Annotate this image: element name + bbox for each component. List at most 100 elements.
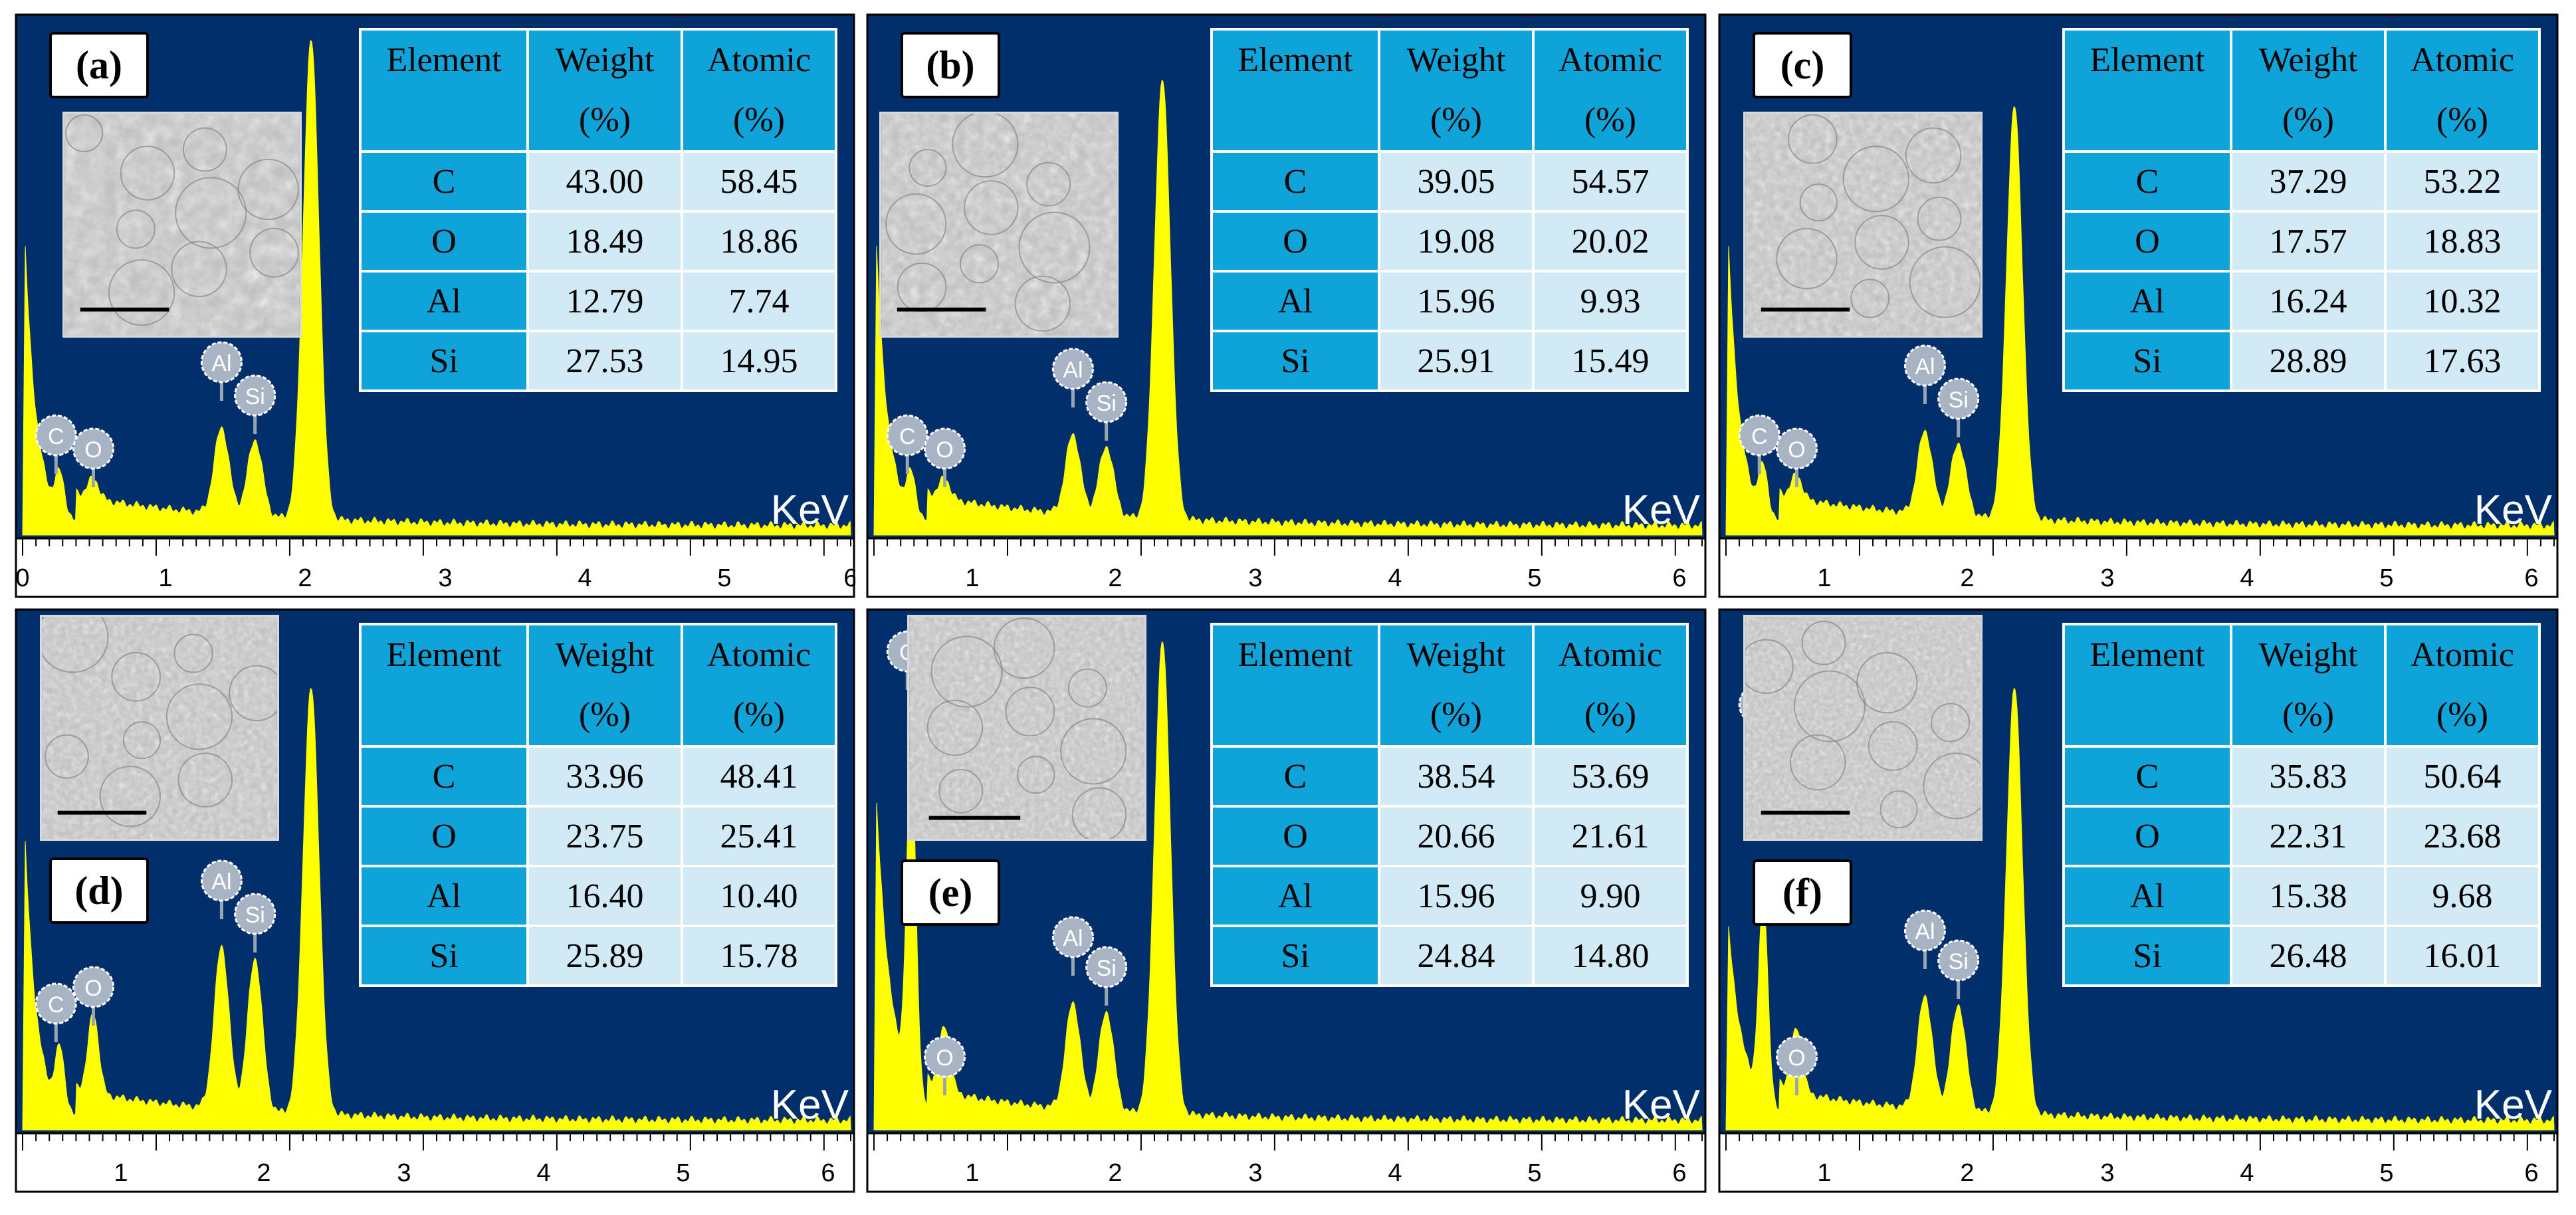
eds-panel: 0 1 2 3 4 5 6 KeV C O Al Si (a) Element Weight (%) Atomi… — [15, 13, 855, 598]
peak-label: O — [936, 1046, 953, 1071]
x-tick-label: 1 — [965, 564, 979, 592]
cell-weight: 35.83 — [2232, 748, 2384, 805]
cell-weight: 26.48 — [2232, 927, 2384, 984]
cell-weight: 38.54 — [1380, 748, 1532, 805]
x-tick-label: 2 — [1108, 564, 1122, 592]
cell-element: C — [362, 153, 526, 210]
header-atomic-label: Atomic — [2411, 636, 2514, 674]
spectrum-area — [873, 79, 1703, 536]
table-row: Si 26.48 16.01 — [2065, 927, 2538, 984]
peak-marker-si: Si — [234, 893, 276, 952]
axis-strip — [1718, 537, 2559, 598]
peak-label: C — [48, 992, 64, 1018]
table-row: O 18.49 18.86 — [362, 213, 835, 270]
header-atomic-label: Atomic — [2411, 41, 2514, 79]
spectrum-area — [873, 641, 1703, 1131]
x-axis-unit: KeV — [771, 487, 849, 533]
x-tick-label: 6 — [843, 564, 855, 592]
header-weight: Weight (%) — [529, 31, 681, 150]
cell-atomic: 15.49 — [1535, 332, 1686, 389]
peak-label: Al — [1063, 926, 1083, 951]
peak-marker-si: Si — [234, 374, 276, 434]
cell-element: O — [1213, 808, 1378, 865]
panel-label: (d) — [49, 857, 149, 924]
panel-label: (a) — [49, 32, 149, 98]
x-tick-label: 1 — [965, 1159, 979, 1187]
x-tick-label: 4 — [2240, 564, 2254, 592]
peak-marker-al: Al — [200, 341, 243, 401]
x-tick-label: 3 — [2100, 564, 2114, 592]
header-atomic-label: Atomic — [1558, 636, 1662, 674]
axis-strip — [15, 1132, 855, 1193]
header-element-label: Element — [386, 636, 502, 674]
x-tick-label: 6 — [821, 1159, 835, 1187]
cell-weight: 24.84 — [1380, 927, 1532, 984]
cell-atomic: 53.22 — [2387, 153, 2538, 210]
cell-weight: 33.96 — [529, 748, 681, 805]
x-tick-label: 4 — [1388, 564, 1402, 592]
spectrum-area — [1725, 106, 2555, 536]
cell-element: C — [2065, 748, 2230, 805]
peak-label: Al — [211, 869, 231, 895]
cell-weight: 37.29 — [2232, 153, 2384, 210]
eds-panel: 123456KeVCOAlSi(f)ElementWeight(%)Atomic… — [1718, 608, 2559, 1193]
axis-strip — [15, 537, 855, 598]
table-row: Si 24.84 14.80 — [1213, 927, 1686, 984]
cell-element: Si — [362, 332, 526, 389]
x-axis-unit: KeV — [2474, 487, 2553, 533]
peak-label: O — [84, 976, 102, 1001]
cell-atomic: 50.64 — [2387, 748, 2538, 805]
cell-element: Al — [362, 273, 526, 330]
header-atomic: Atomic (%) — [1535, 625, 1686, 745]
spectrum-area — [22, 39, 851, 536]
x-tick-label: 4 — [578, 564, 591, 592]
table-row: C 43.00 58.45 — [362, 153, 835, 210]
sem-micrograph — [879, 112, 1119, 338]
cell-element: O — [2065, 213, 2230, 270]
cell-atomic: 16.01 — [2387, 927, 2538, 984]
eds-panel: 1 2 3 4 5 6 KeV C O Al Si (d) Element Weight (%) Atomic… — [15, 608, 855, 1193]
cell-atomic: 48.41 — [683, 748, 835, 805]
x-tick-label: 1 — [1817, 564, 1831, 592]
peak-label: Si — [1949, 949, 1969, 974]
header-element: Element — [2065, 625, 2230, 745]
cell-atomic: 9.68 — [2387, 867, 2538, 925]
x-tick-label: 5 — [1527, 1159, 1541, 1187]
header-weight: Weight (%) — [2232, 31, 2384, 150]
header-weight-label: Weight — [555, 636, 655, 674]
cell-atomic: 15.78 — [683, 927, 835, 984]
x-tick-label: 2 — [1108, 1159, 1122, 1187]
header-weight-label: Weight — [2258, 636, 2358, 674]
header-unit: (%) — [2436, 696, 2488, 734]
peak-label: O — [84, 437, 102, 463]
x-tick-label: 5 — [2379, 1159, 2393, 1187]
table-row: O 23.75 25.41 — [362, 808, 835, 865]
peak-marker-al: Al — [1903, 344, 1946, 404]
header-unit: (%) — [1430, 101, 1482, 139]
x-tick-label: 5 — [2379, 564, 2393, 592]
header-atomic: Atomic (%) — [2387, 625, 2538, 745]
table-row: C 38.54 53.69 — [1213, 748, 1686, 805]
header-unit: (%) — [579, 101, 631, 139]
header-weight: Weight (%) — [529, 625, 681, 745]
peak-label: Al — [1915, 354, 1935, 380]
cell-atomic: 7.74 — [683, 273, 835, 330]
peak-label: Si — [245, 384, 265, 409]
cell-weight: 15.96 — [1380, 867, 1532, 925]
table-row: C 35.83 50.64 — [2065, 748, 2538, 805]
table-row: C 39.05 54.57 — [1213, 153, 1686, 210]
cell-weight: 39.05 — [1380, 153, 1532, 210]
header-unit: (%) — [733, 101, 785, 139]
table-row: C 37.29 53.22 — [2065, 153, 2538, 210]
header-element-label: Element — [2090, 636, 2205, 674]
table-row: O 17.57 18.83 — [2065, 213, 2538, 270]
table-row: Al 15.96 9.90 — [1213, 867, 1686, 925]
cell-weight: 15.96 — [1380, 273, 1532, 330]
table-row: O 20.66 21.61 — [1213, 808, 1686, 865]
cell-weight: 22.31 — [2232, 808, 2384, 865]
x-tick-label: 4 — [1388, 1159, 1402, 1187]
header-element: Element — [1213, 625, 1378, 745]
spectrum-area — [22, 687, 851, 1131]
eds-panel: 1 2 3 4 5 6 KeV C O Al Si (b) Element Weight (%) Atomic… — [866, 13, 1707, 598]
cell-weight: 16.40 — [529, 867, 681, 925]
